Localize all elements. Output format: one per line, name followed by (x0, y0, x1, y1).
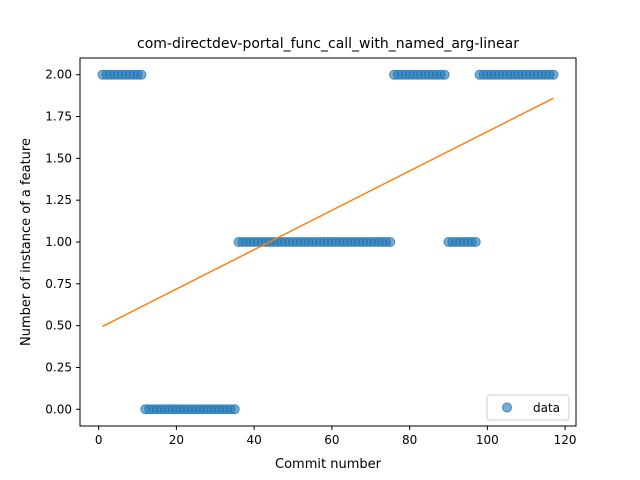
y-tick-label: 1.50 (45, 151, 72, 165)
data-points (97, 69, 559, 415)
y-tick-label: 1.00 (45, 235, 72, 249)
y-tick-label: 1.75 (45, 110, 72, 124)
x-tick-label: 60 (324, 433, 339, 447)
legend: data (486, 394, 570, 421)
legend-marker-data (502, 402, 512, 413)
data-point (136, 69, 147, 80)
fit-line (102, 97, 554, 328)
y-tick-label: 0.75 (45, 277, 72, 291)
x-tick-label: 120 (554, 433, 577, 447)
x-tick-label: 0 (95, 433, 103, 447)
legend-box (486, 394, 570, 421)
y-tick-label: 0.25 (45, 360, 72, 374)
x-axis-label: Commit number (275, 457, 382, 472)
fit-line-layer (102, 97, 554, 328)
x-tick-label: 20 (169, 433, 184, 447)
x-tick-label: 40 (247, 433, 262, 447)
x-axis-ticks: 0 20 40 60 80 100 120 (95, 426, 577, 447)
data-point (385, 237, 396, 247)
legend-label-data: data (533, 401, 560, 415)
data-point (548, 69, 559, 80)
y-axis-label: Number of instance of a feature (19, 138, 34, 346)
data-point (470, 237, 481, 247)
data-point (229, 404, 240, 415)
x-tick-label: 80 (402, 433, 417, 447)
y-tick-label: 0.50 (45, 319, 72, 333)
x-tick-label: 100 (476, 433, 499, 447)
data-point (439, 69, 450, 80)
chart-title: com-directdev-portal_func_call_with_name… (137, 36, 519, 52)
y-tick-label: 0.00 (45, 402, 72, 416)
y-axis-ticks: 0.00 0.25 0.50 0.75 1.00 1.25 1.50 1.75 2.00 (45, 68, 80, 416)
y-tick-label: 1.25 (45, 193, 72, 207)
y-tick-label: 2.00 (45, 68, 72, 82)
